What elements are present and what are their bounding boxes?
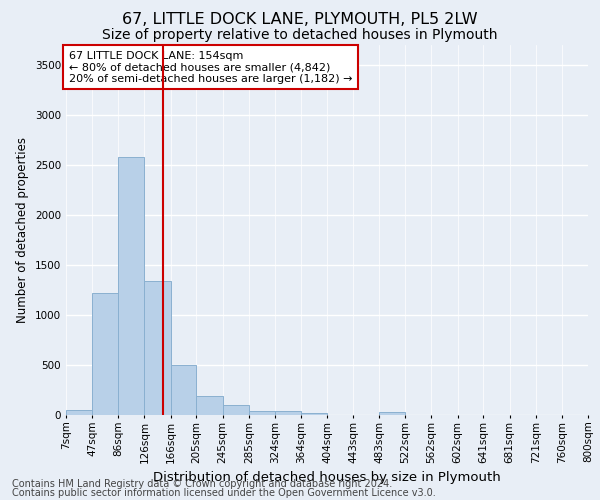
Bar <box>301 413 328 415</box>
X-axis label: Distribution of detached houses by size in Plymouth: Distribution of detached houses by size … <box>153 471 501 484</box>
Text: Size of property relative to detached houses in Plymouth: Size of property relative to detached ho… <box>102 28 498 42</box>
Bar <box>379 412 405 415</box>
Text: Contains HM Land Registry data © Crown copyright and database right 2024.: Contains HM Land Registry data © Crown c… <box>12 479 392 489</box>
Bar <box>118 157 145 415</box>
Text: Contains public sector information licensed under the Open Government Licence v3: Contains public sector information licen… <box>12 488 436 498</box>
Bar <box>223 404 249 415</box>
Bar <box>275 410 301 415</box>
Bar <box>145 281 170 415</box>
Bar <box>249 410 275 415</box>
Text: 67, LITTLE DOCK LANE, PLYMOUTH, PL5 2LW: 67, LITTLE DOCK LANE, PLYMOUTH, PL5 2LW <box>122 12 478 28</box>
Bar <box>92 293 118 415</box>
Bar <box>66 410 92 415</box>
Text: 67 LITTLE DOCK LANE: 154sqm
← 80% of detached houses are smaller (4,842)
20% of : 67 LITTLE DOCK LANE: 154sqm ← 80% of det… <box>68 50 352 84</box>
Bar <box>170 365 196 415</box>
Bar <box>196 396 223 415</box>
Y-axis label: Number of detached properties: Number of detached properties <box>16 137 29 323</box>
